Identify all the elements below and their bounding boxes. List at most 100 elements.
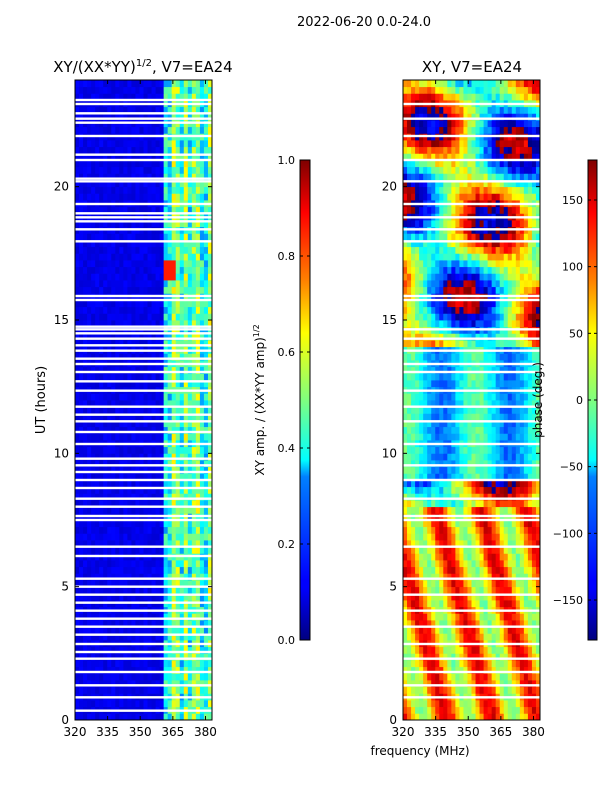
amp-cell bbox=[135, 713, 140, 721]
amp-cell bbox=[167, 540, 173, 548]
phase-cell bbox=[471, 420, 476, 428]
phase-cell bbox=[475, 673, 480, 681]
amp-cell bbox=[167, 520, 173, 528]
amp-cell bbox=[115, 153, 120, 161]
amp-cell bbox=[179, 93, 185, 101]
amp-cell bbox=[115, 646, 120, 654]
amp-cell bbox=[171, 373, 177, 381]
amp-cell bbox=[191, 446, 197, 454]
amp-cell bbox=[123, 540, 128, 548]
phase-cell bbox=[519, 526, 525, 534]
amp-cell bbox=[79, 666, 84, 674]
amp-cell bbox=[143, 166, 148, 174]
amp-cell bbox=[143, 653, 148, 661]
phase-cell bbox=[423, 613, 428, 621]
phase-cell bbox=[531, 446, 537, 454]
phase-cell bbox=[471, 586, 476, 594]
amp-cell bbox=[75, 540, 80, 548]
amp-cell bbox=[207, 93, 213, 101]
amp-cell bbox=[123, 453, 128, 461]
phase-cell bbox=[439, 473, 444, 481]
amp-cell bbox=[167, 426, 173, 434]
amp-cell bbox=[123, 420, 128, 428]
phase-cell bbox=[507, 586, 513, 594]
amp-cell bbox=[115, 673, 120, 681]
amp-cell bbox=[199, 160, 205, 168]
amp-cell bbox=[167, 586, 173, 594]
amp-cell bbox=[155, 466, 161, 474]
amp-cell bbox=[179, 493, 185, 501]
amp-cell bbox=[79, 253, 84, 261]
phase-cell bbox=[487, 506, 493, 514]
amp-cell bbox=[115, 333, 120, 341]
amp-cell bbox=[95, 286, 100, 294]
amp-cell bbox=[175, 473, 181, 481]
phase-cell bbox=[467, 666, 472, 674]
amp-cell bbox=[99, 573, 104, 581]
phase-cell bbox=[515, 486, 521, 494]
phase-cell bbox=[499, 433, 505, 441]
phase-cell bbox=[463, 666, 468, 674]
phase-cell bbox=[487, 593, 493, 601]
amp-cell bbox=[147, 626, 152, 634]
amp-cell bbox=[95, 220, 100, 228]
amp-cell bbox=[199, 333, 205, 341]
phase-cell bbox=[471, 500, 476, 508]
phase-cell bbox=[431, 660, 436, 668]
amp-cell bbox=[203, 453, 209, 461]
amp-cell bbox=[131, 146, 136, 154]
amp-cell bbox=[119, 540, 124, 548]
phase-cell bbox=[535, 566, 541, 574]
phase-cell bbox=[403, 626, 408, 634]
amp-cell bbox=[167, 166, 173, 174]
phase-cell bbox=[407, 653, 412, 661]
amp-cell bbox=[175, 180, 181, 188]
amp-cell bbox=[119, 366, 124, 374]
amp-cell bbox=[195, 80, 201, 88]
amp-cell bbox=[187, 340, 193, 348]
amp-cell bbox=[203, 140, 209, 148]
amp-cell bbox=[199, 586, 205, 594]
amp-cell bbox=[107, 653, 112, 661]
amp-cell bbox=[131, 300, 136, 308]
amp-cell bbox=[103, 146, 108, 154]
phase-cell bbox=[455, 680, 460, 688]
amp-cell bbox=[203, 260, 209, 268]
amp-cbar-label-sup: 1/2 bbox=[252, 324, 261, 337]
phase-cell bbox=[527, 473, 533, 481]
phase-cell bbox=[523, 673, 529, 681]
amp-cell bbox=[123, 660, 128, 668]
phase-cell bbox=[527, 453, 533, 461]
phase-cell bbox=[475, 526, 480, 534]
amp-flagged-row bbox=[75, 617, 212, 620]
phase-cell bbox=[411, 453, 416, 461]
amp-cell bbox=[123, 300, 128, 308]
amp-cell bbox=[91, 86, 96, 94]
amp-cell bbox=[115, 433, 120, 441]
amp-cell bbox=[159, 626, 165, 634]
amp-cell bbox=[167, 573, 173, 581]
amp-cell bbox=[159, 480, 165, 488]
amp-cell bbox=[179, 193, 185, 201]
phase-cell bbox=[535, 700, 541, 708]
amp-cell bbox=[99, 180, 104, 188]
amp-cell bbox=[199, 306, 205, 314]
amp-cell bbox=[83, 680, 88, 688]
phase-cell bbox=[419, 553, 424, 561]
amp-cell bbox=[147, 220, 152, 228]
phase-cell bbox=[467, 573, 472, 581]
amp-flagged-row bbox=[75, 112, 212, 115]
phase-cell bbox=[431, 526, 436, 534]
amp-cell bbox=[139, 320, 144, 328]
phase-cell bbox=[459, 546, 464, 554]
amp-cell bbox=[123, 526, 128, 534]
amp-cell bbox=[207, 646, 213, 654]
amp-cell bbox=[191, 673, 197, 681]
phase-cell bbox=[515, 573, 521, 581]
phase-cell bbox=[499, 660, 505, 668]
phase-cell bbox=[435, 526, 440, 534]
amp-cell bbox=[127, 313, 132, 321]
amp-cell bbox=[179, 166, 185, 174]
amp-cell bbox=[175, 626, 181, 634]
amp-cell bbox=[191, 593, 197, 601]
